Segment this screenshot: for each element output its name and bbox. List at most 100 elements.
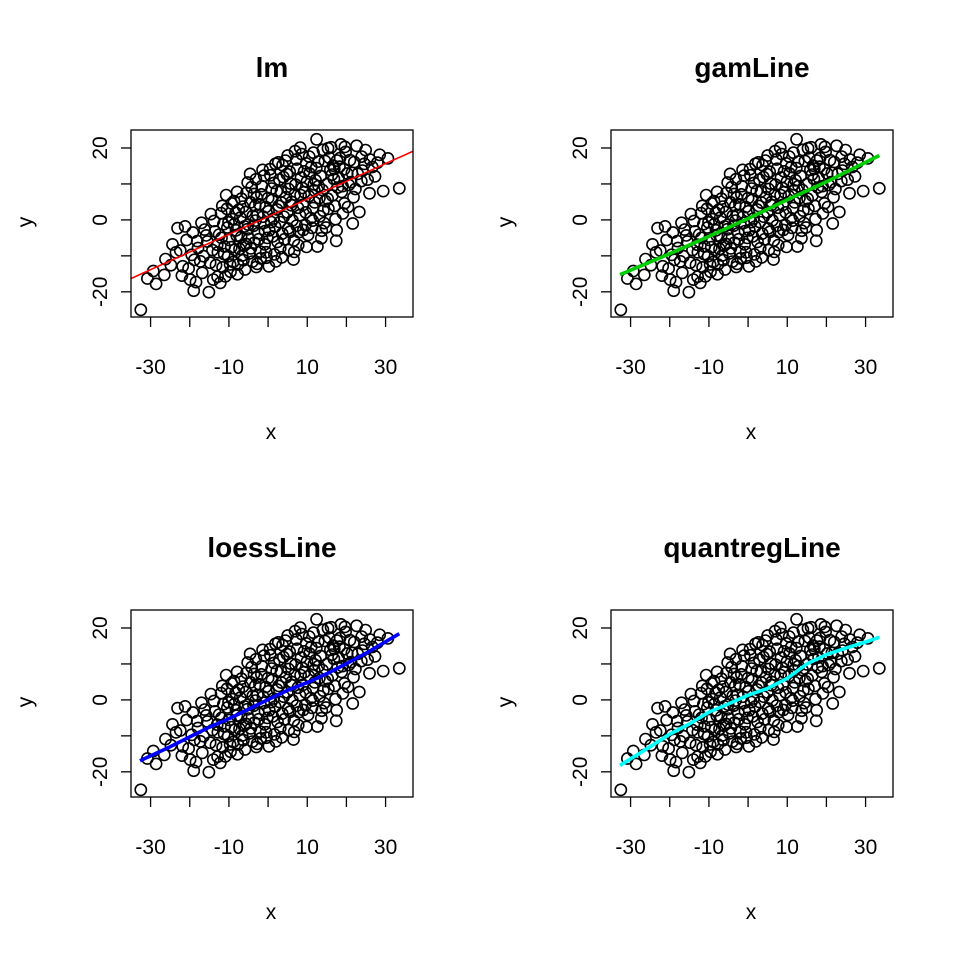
plot-frame (610, 609, 894, 798)
scatter-point (346, 217, 360, 230)
scatter-point (267, 727, 281, 741)
scatter-point (183, 273, 197, 286)
scatter-point (348, 182, 362, 196)
scatter-point (249, 740, 263, 754)
scatter-point (801, 621, 815, 635)
scatter-point (817, 162, 831, 176)
scatter-point (742, 739, 756, 753)
axes-layer: -30 -10 10 30 -20 0 20 (569, 129, 894, 379)
scatter-point (703, 738, 717, 751)
scatter-point (651, 221, 664, 235)
scatter-point (790, 132, 803, 146)
scatter-point (736, 643, 749, 657)
scatter-point (762, 243, 776, 257)
axes-layer: -30 -10 10 30 -20 0 20 (89, 129, 414, 379)
scatter-point (272, 173, 286, 186)
y-tick-label: 20 (569, 616, 592, 639)
scatter-point (742, 223, 756, 237)
scatter-point (782, 630, 796, 643)
scatter-point (270, 664, 284, 678)
scatter-point (206, 273, 220, 286)
scatter-point (786, 694, 800, 707)
scatter-point (215, 231, 228, 245)
scatter-point (614, 303, 628, 317)
scatter-point (290, 699, 304, 713)
scatter-point (675, 266, 689, 280)
scatter-point (171, 221, 184, 235)
scatter-point (281, 149, 295, 162)
scatter-point (149, 277, 163, 291)
scatter-point (785, 701, 799, 715)
scatter-point (843, 186, 856, 200)
scatter-point (307, 626, 320, 640)
scatter-point (149, 757, 163, 771)
scatter-point (295, 181, 309, 195)
scatter-point (683, 256, 697, 270)
scatter-point (208, 704, 222, 718)
scatter-point (675, 216, 688, 230)
x-tick-label: 30 (374, 356, 397, 379)
scatter-point (755, 707, 769, 720)
scatter-point (629, 277, 643, 291)
scatter-point (280, 167, 294, 181)
scatter-point (218, 269, 232, 283)
scatter-point (801, 682, 815, 696)
scatter-point (241, 656, 255, 669)
fit-line (131, 150, 413, 280)
scatter-point (749, 157, 762, 171)
scatter-point (239, 685, 253, 699)
scatter-point (691, 245, 705, 259)
scatter-point (314, 231, 328, 245)
scatter-point (171, 701, 184, 715)
scatter-point (217, 727, 231, 741)
y-tick-label: 20 (89, 616, 112, 639)
scatter-point (790, 612, 803, 626)
scatter-point (347, 190, 360, 204)
scatter-point (229, 686, 242, 700)
scatter-point (333, 631, 347, 645)
scatter-point (228, 243, 242, 257)
scatter-point (187, 284, 201, 298)
scatter-point (341, 200, 355, 214)
x-axis-label: x (266, 421, 277, 444)
scatter-point (335, 185, 349, 199)
y-tick-label: 0 (569, 694, 592, 706)
scatter-point (297, 644, 311, 658)
scatter-point (702, 215, 715, 229)
scatter-point (702, 713, 716, 727)
scatter-point (762, 723, 776, 737)
scatter-point (794, 231, 808, 245)
scatter-point (292, 705, 306, 719)
scatter-point (230, 185, 244, 199)
scatter-point (832, 685, 846, 699)
scatter-point (336, 659, 349, 673)
scatter-point (777, 164, 791, 178)
scatter-point (741, 191, 755, 205)
scatter-point (275, 227, 289, 240)
scatter-point (376, 184, 390, 198)
scatter-point (787, 657, 801, 671)
scatter-point (282, 662, 295, 676)
scatter-point (248, 199, 262, 213)
scatter-point (234, 672, 248, 686)
scatter-point (217, 247, 231, 261)
scatter-point (329, 212, 342, 226)
scatter-point (658, 699, 672, 713)
scatter-point (785, 221, 799, 235)
scatter-point (363, 666, 376, 680)
scatter-point (239, 205, 253, 219)
scatter-point (368, 649, 382, 663)
scatter-point (275, 730, 289, 744)
scatter-point (646, 237, 659, 251)
scatter-point (333, 151, 347, 165)
scatter-point (813, 631, 827, 645)
y-tick-label: 0 (89, 214, 112, 226)
scatter-point (666, 226, 680, 239)
scatter-point (739, 245, 753, 259)
y-axis-label: y (14, 216, 37, 227)
fit-line (619, 153, 881, 277)
scatter-point (295, 661, 309, 675)
scatter-point (300, 240, 313, 254)
scatter-point (779, 205, 793, 219)
